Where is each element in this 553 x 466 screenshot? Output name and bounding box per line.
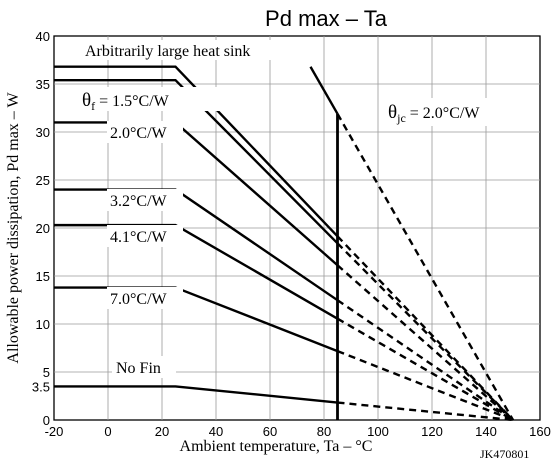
series-line-2 [54, 121, 339, 267]
series-line-6 [54, 385, 338, 404]
x-tick-label: 120 [421, 424, 443, 439]
y-tick-label: 10 [36, 317, 50, 332]
series-line-1 [54, 78, 339, 245]
label-bg-sink [82, 40, 278, 60]
label-no-fin: No Fin [116, 360, 161, 377]
x-tick-label: 0 [104, 424, 111, 439]
chart-title: Pd max – Ta [265, 6, 388, 31]
figure-id: JK470801 [480, 447, 529, 461]
series-line-5 [54, 286, 338, 353]
label-7-0: 7.0°C/W [110, 291, 168, 308]
label-bg-1-5 [78, 87, 228, 111]
y-tick-label: 5 [43, 365, 50, 380]
y-tick-label: 35 [36, 77, 50, 92]
jc-dash [336, 113, 515, 421]
series-dash-0 [336, 235, 514, 421]
label-3-2: 3.2°C/W [110, 193, 168, 210]
y-axis-label: Allowable power dissipation, Pd max – W [5, 91, 22, 363]
label-bg-3-2 [107, 189, 183, 211]
jc-line [309, 66, 339, 115]
label-large-heat-sink: Arbitrarily large heat sink [85, 43, 250, 60]
series-line-0 [54, 65, 339, 238]
y-tick-label: 15 [36, 269, 50, 284]
x-tick-label: -20 [45, 424, 64, 439]
label-2-0: 2.0°C/W [110, 125, 168, 142]
x-tick-label: 60 [263, 424, 277, 439]
series-line-3 [54, 188, 339, 302]
y-tick-label: 0 [43, 413, 50, 428]
x-tick-label: 80 [317, 424, 331, 439]
series-dash-5 [337, 349, 514, 422]
x-axis-label: Ambient temperature, Ta – °C [180, 438, 373, 455]
label-bg-7-0 [107, 287, 183, 309]
x-tick-label: 140 [475, 424, 497, 439]
y-tick-label: 3.5 [32, 379, 50, 394]
y-tick-label: 40 [36, 29, 50, 44]
y-tick-labels: 0 3.55 10 15 20 25 30 35 40 [32, 29, 50, 428]
series-dash-3 [336, 299, 514, 421]
series-dash-4 [336, 317, 514, 422]
series-dash-6 [337, 401, 514, 422]
x-tick-labels: -20 0 20 40 60 80 100 120 140 160 [45, 424, 551, 439]
x-tick-label: 20 [155, 424, 169, 439]
label-bg-2-0 [107, 121, 183, 143]
x-tick-label: 40 [209, 424, 223, 439]
label-4-1: 4.1°C/W [110, 229, 168, 246]
series-dash-2 [336, 264, 514, 421]
label-bg-4-1 [107, 225, 183, 247]
label-bg-jc [384, 98, 514, 126]
label-theta-jc: θjc = 2.0°C/W [388, 102, 480, 125]
series-dash-1 [336, 242, 514, 421]
label-theta-f-1-5: θf = 1.5°C/W [82, 90, 170, 113]
label-bg-nofin [112, 356, 176, 378]
y-tick-label: 20 [36, 221, 50, 236]
x-tick-label: 100 [367, 424, 389, 439]
x-tick-label: 160 [529, 424, 551, 439]
y-tick-label: 30 [36, 125, 50, 140]
y-tick-label: 25 [36, 173, 50, 188]
